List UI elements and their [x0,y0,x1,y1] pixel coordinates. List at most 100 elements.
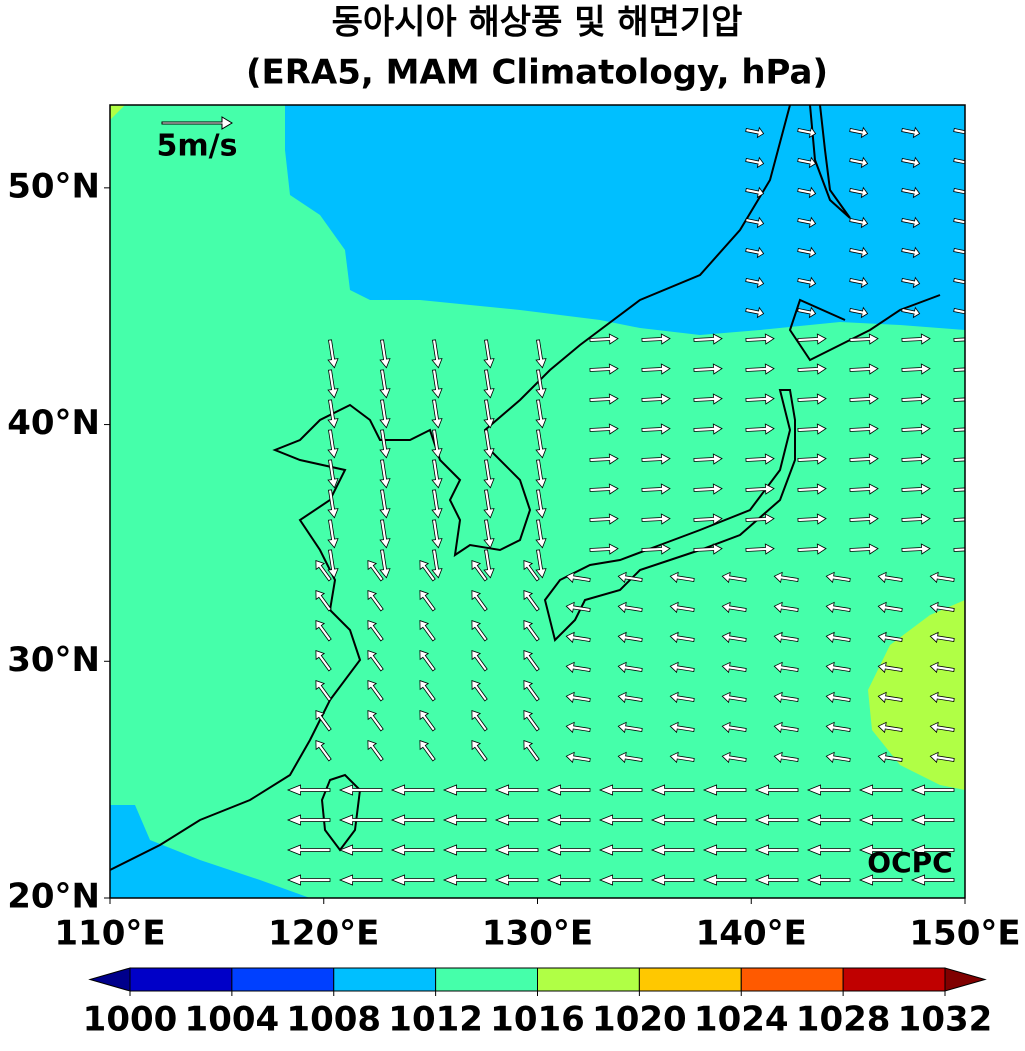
wind-arrow [483,459,495,489]
low-pressure-region [110,805,310,898]
wind-arrow [471,710,488,732]
wind-arrow [379,519,391,549]
wind-arrow [797,306,817,319]
colorbar-bin [435,967,538,992]
colorbar-under [88,967,131,992]
colorbar-label: 1020 [592,1000,687,1040]
wind-arrow [797,453,827,465]
wind-arrow [702,844,747,856]
wind-arrow [910,844,955,856]
wind-arrow [367,740,384,762]
wind-arrow [494,784,539,796]
wind-arrow [745,363,775,375]
wind-arrow [494,814,539,826]
colorbar-over [944,967,987,992]
wind-arrow [745,453,775,465]
wind-arrow [483,429,495,459]
wind-arrow [901,276,921,289]
wind-arrow [589,453,619,465]
wind-arrow [367,680,384,702]
wind-arrow [641,333,671,345]
wind-arrow [806,784,851,796]
wind-arrow [565,751,591,764]
colorbar-label: 1000 [83,1000,178,1040]
wind-arrow [693,483,723,495]
wind-arrow [669,571,695,584]
wind-arrow [367,710,384,732]
wind-arrow [641,513,671,525]
wind-arrow [721,631,747,644]
wind-arrow [523,560,540,582]
wind-arrow [825,571,851,584]
wind-arrow [797,363,827,375]
wind-arrow [849,126,869,139]
wind-arrow [693,423,723,435]
map-area [110,105,965,898]
wind-arrow [598,874,643,886]
wind-arrow [442,874,487,886]
wind-arrow [953,517,965,522]
wind-arrow [858,784,903,796]
wind-arrow [419,620,436,642]
wind-arrow [797,513,827,525]
wind-arrow [589,333,619,345]
colorbar-label: 1032 [898,1000,993,1040]
wind-arrow [379,459,391,489]
wind-arrow [617,751,643,764]
wind-arrow [693,513,723,525]
wind-arrow [367,650,384,672]
wind-arrow [773,601,799,614]
wind-arrow [849,156,869,169]
high-pressure-region [868,600,965,790]
wind-arrow [721,751,747,764]
wind-arrow [650,784,695,796]
wind-arrow [693,363,723,375]
wind-arrow [849,333,879,345]
wind-arrow [327,519,339,549]
wind-arrow [483,369,495,399]
wind-arrow [523,740,540,762]
wind-arrow [565,721,591,734]
wind-arrow [849,246,869,259]
reference-label: 5m/s [157,129,238,164]
wind-arrow [523,650,540,672]
wind-arrow [565,571,591,584]
wind-arrow [419,650,436,672]
wind-arrow [650,844,695,856]
wind-arrow [617,691,643,704]
wind-arrow [929,601,955,614]
wind-arrow [953,397,965,402]
wind-arrow [953,427,965,432]
wind-arrow [693,393,723,405]
wind-arrow [849,543,879,555]
wind-arrow [483,399,495,429]
wind-arrow [535,369,547,399]
wind-arrow [546,784,591,796]
wind-arrow [901,483,931,495]
wind-arrow [535,549,547,579]
wind-arrow [471,560,488,582]
wind-arrow [877,751,903,764]
wind-arrow [901,363,931,375]
wind-arrow [327,459,339,489]
wind-arrow [797,483,827,495]
wind-arrow [797,246,817,259]
wind-arrow [901,216,921,229]
wind-arrow [953,158,965,169]
wind-arrow [849,453,879,465]
wind-arrow [379,549,391,579]
wind-arrow [745,483,775,495]
wind-arrow [431,369,443,399]
low-pressure-region [285,105,965,335]
wind-arrow [286,784,331,796]
wind-arrow [825,631,851,644]
wind-arrow [471,680,488,702]
wind-arrow [650,874,695,886]
colorbar-label: 1012 [388,1000,483,1040]
wind-arrow [910,874,955,886]
coastline [110,105,941,871]
wind-arrow [901,453,931,465]
wind-arrow [910,814,955,826]
wind-arrow [849,276,869,289]
